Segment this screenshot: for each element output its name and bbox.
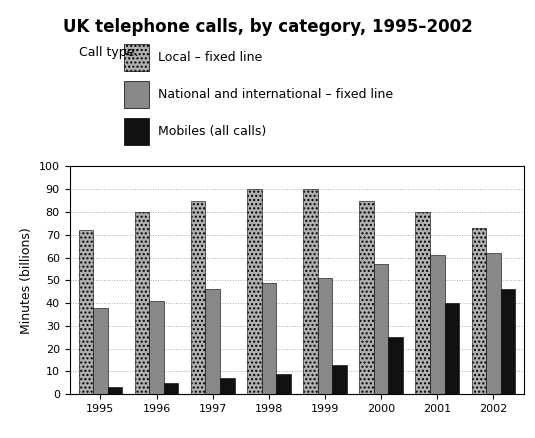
Bar — [332, 364, 347, 394]
Text: National and international – fixed line: National and international – fixed line — [158, 88, 393, 101]
Bar — [415, 212, 430, 394]
Text: UK telephone calls, by category, 1995–2002: UK telephone calls, by category, 1995–20… — [63, 18, 472, 35]
Bar — [445, 303, 459, 394]
Bar — [79, 230, 93, 394]
FancyBboxPatch shape — [124, 118, 149, 145]
Text: Local – fixed line: Local – fixed line — [158, 51, 263, 64]
FancyBboxPatch shape — [124, 81, 149, 108]
Text: Mobiles (all calls): Mobiles (all calls) — [158, 125, 266, 138]
Y-axis label: Minutes (billions): Minutes (billions) — [20, 227, 33, 334]
Bar — [108, 387, 123, 394]
Bar — [374, 265, 388, 394]
Bar — [486, 253, 501, 394]
Bar — [388, 337, 403, 394]
Bar — [262, 283, 276, 394]
Bar — [149, 301, 164, 394]
Bar — [247, 189, 262, 394]
Bar — [220, 378, 235, 394]
Bar — [303, 189, 318, 394]
Bar — [164, 383, 179, 394]
FancyBboxPatch shape — [124, 44, 149, 71]
Bar — [501, 290, 515, 394]
Bar — [359, 201, 374, 394]
Bar — [135, 212, 149, 394]
Bar — [191, 201, 205, 394]
Text: Call type:: Call type: — [79, 46, 138, 59]
Bar — [471, 228, 486, 394]
Bar — [93, 307, 108, 394]
Bar — [318, 278, 332, 394]
Bar — [276, 374, 291, 394]
Bar — [430, 255, 445, 394]
Bar — [205, 290, 220, 394]
